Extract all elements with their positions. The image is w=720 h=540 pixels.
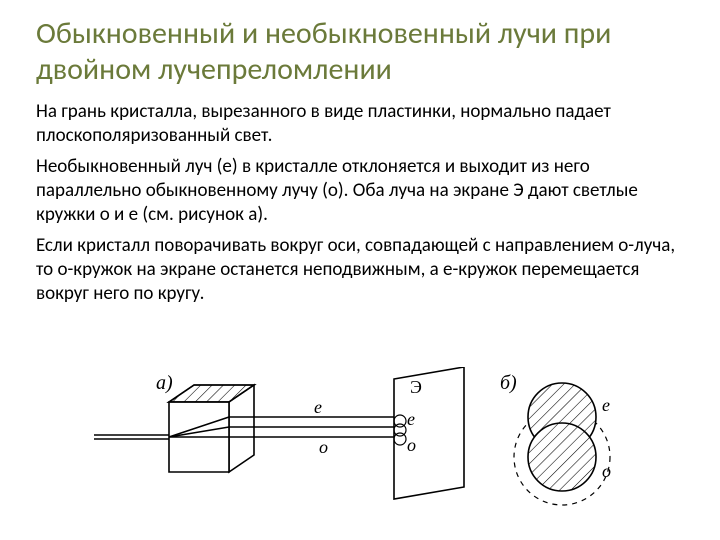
- svg-text:о: о: [319, 437, 328, 457]
- body-text: На грань кристалла, вырезанного в виде п…: [36, 100, 684, 307]
- svg-text:е: е: [602, 395, 610, 415]
- svg-text:а): а): [156, 372, 173, 394]
- svg-text:е: е: [314, 397, 322, 417]
- slide-title: Обыкновенный и необыкновенный лучи при д…: [36, 16, 684, 88]
- birefringence-diagram: а)еоеоЭб)ео: [94, 367, 634, 527]
- paragraph-2: Необыкновенный луч (е) в кристалле откло…: [36, 155, 684, 228]
- svg-text:о: о: [602, 461, 611, 481]
- svg-text:е: е: [407, 409, 415, 429]
- svg-text:Э: Э: [410, 377, 422, 397]
- svg-text:о: о: [407, 435, 416, 455]
- paragraph-1: На грань кристалла, вырезанного в виде п…: [36, 100, 684, 149]
- paragraph-3: Если кристалл поворачивать вокруг оси, с…: [36, 234, 684, 307]
- svg-text:б): б): [500, 372, 517, 394]
- figure: а)еоеоЭб)ео: [94, 367, 634, 532]
